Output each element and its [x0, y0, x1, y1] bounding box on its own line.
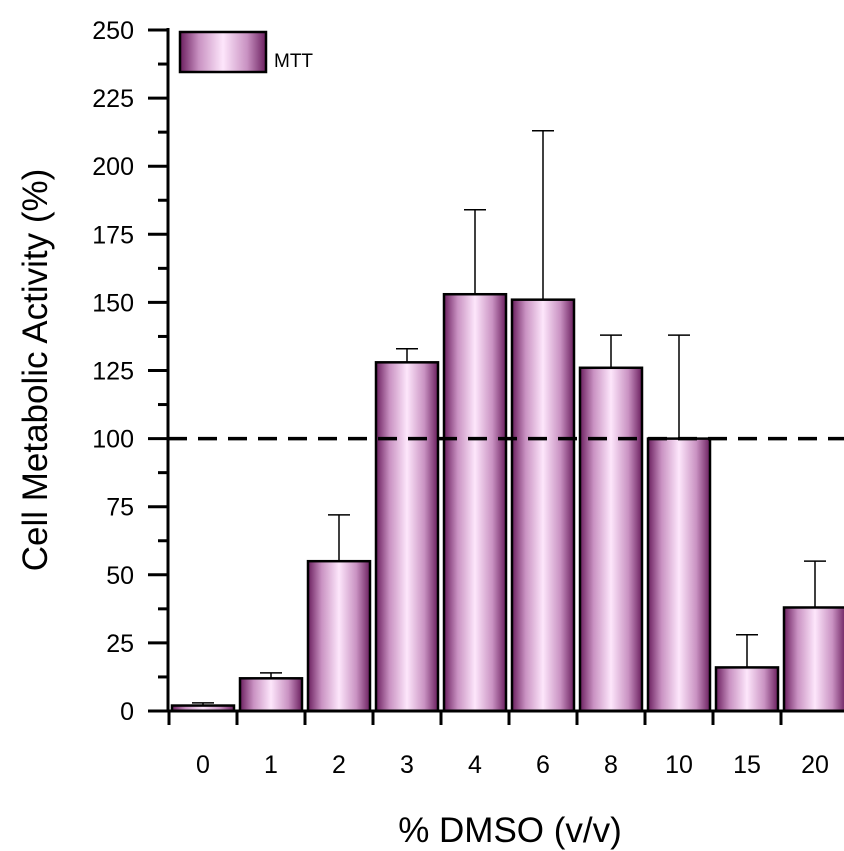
- y-tick-label: 225: [92, 85, 134, 113]
- y-tick-label: 50: [106, 562, 134, 590]
- bar-15: [714, 666, 780, 713]
- legend: MTT: [178, 30, 313, 74]
- y-tick-label: 0: [120, 698, 134, 726]
- bar-6: [510, 298, 576, 713]
- x-tick-label: 6: [536, 751, 550, 779]
- x-tick-label: 3: [400, 751, 414, 779]
- x-axis-title: % DMSO (v/v): [398, 811, 622, 850]
- y-tick-label: 250: [92, 17, 134, 45]
- y-tick-label: 125: [92, 358, 134, 386]
- bars-layer: [170, 130, 844, 713]
- x-tick-label: 15: [733, 751, 761, 779]
- y-tick-label: 75: [106, 494, 134, 522]
- bar-4: [442, 292, 508, 713]
- bar-1: [238, 677, 304, 713]
- y-tick-label: 200: [92, 153, 134, 181]
- x-tick-label: 20: [801, 751, 829, 779]
- legend-label: MTT: [274, 51, 313, 72]
- bar-3: [374, 361, 440, 713]
- y-tick-label: 150: [92, 289, 134, 317]
- axes-layer: 0 1 2 3 4 6 8 10 15 20025507510012515017520022525…: [92, 17, 844, 779]
- x-tick-label: 10: [665, 751, 693, 779]
- y-tick-label: 175: [92, 221, 134, 249]
- bar-20: [782, 606, 844, 713]
- y-axis-title: Cell Metabolic Activity (%): [16, 169, 55, 572]
- bar-2: [306, 559, 372, 713]
- y-tick-label: 100: [92, 426, 134, 454]
- bar-8: [578, 366, 644, 713]
- x-tick-label: 2: [332, 751, 346, 779]
- x-tick-label: 4: [468, 751, 482, 779]
- bar-10: [646, 437, 712, 713]
- x-tick-label: 0: [196, 751, 210, 779]
- legend-swatch: [178, 30, 268, 74]
- x-tick-label: 1: [264, 751, 278, 779]
- y-tick-label: 25: [106, 630, 134, 658]
- x-tick-label: 8: [604, 751, 618, 779]
